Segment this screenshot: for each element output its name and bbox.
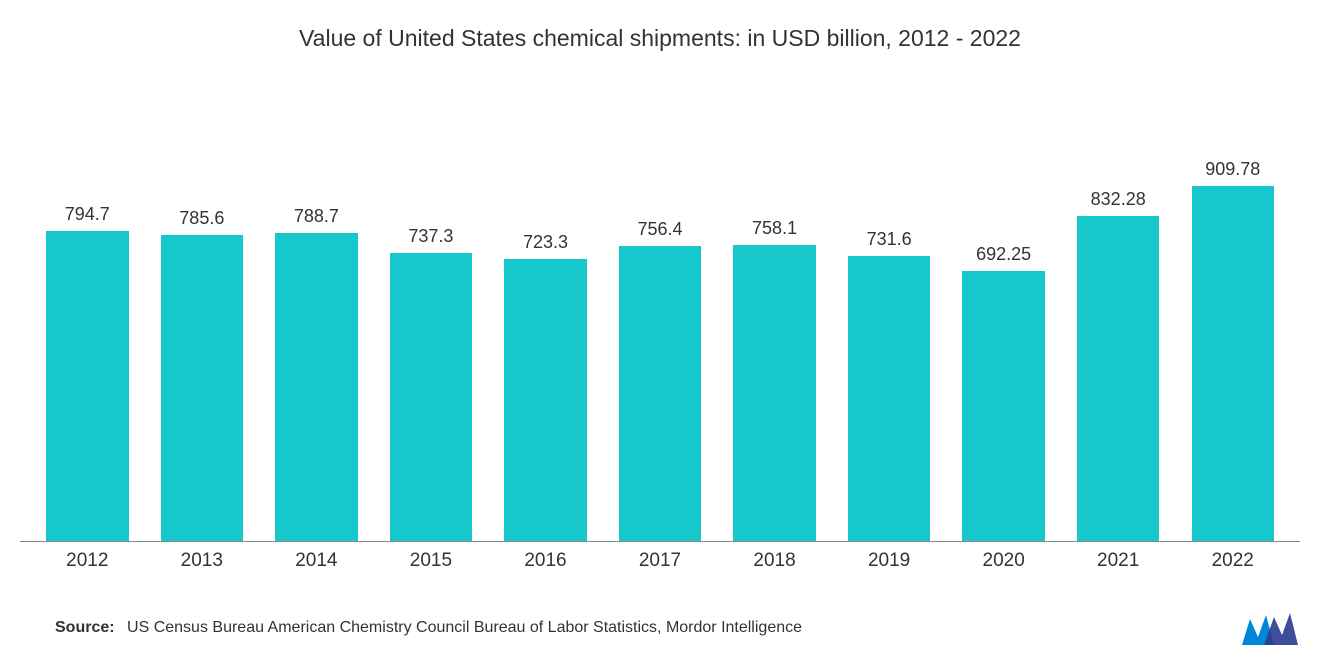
bar-value-label: 758.1 bbox=[752, 218, 797, 239]
source-attribution: Source: US Census Bureau American Chemis… bbox=[55, 619, 802, 637]
bar-column: 794.7 bbox=[30, 112, 145, 541]
bar-column: 758.1 bbox=[717, 112, 832, 541]
bar bbox=[733, 245, 815, 541]
bar-column: 692.25 bbox=[946, 112, 1061, 541]
x-axis-label: 2017 bbox=[603, 550, 718, 572]
bar-column: 788.7 bbox=[259, 112, 374, 541]
bar bbox=[962, 271, 1044, 541]
x-axis-label: 2021 bbox=[1061, 550, 1176, 572]
bar bbox=[1077, 216, 1159, 541]
bar bbox=[848, 256, 930, 541]
bar bbox=[46, 231, 128, 541]
bar-column: 737.3 bbox=[374, 112, 489, 541]
x-axis-label: 2019 bbox=[832, 550, 947, 572]
bar bbox=[390, 253, 472, 541]
bar-value-label: 737.3 bbox=[408, 226, 453, 247]
bar bbox=[275, 233, 357, 541]
bar bbox=[504, 259, 586, 541]
bar-value-label: 832.28 bbox=[1091, 189, 1146, 210]
bar-column: 723.3 bbox=[488, 112, 603, 541]
x-axis-label: 2020 bbox=[946, 550, 1061, 572]
bar-value-label: 909.78 bbox=[1205, 159, 1260, 180]
bars-area: 794.7 785.6 788.7 737.3 723.3 756.4 758.1 731.6… bbox=[20, 112, 1300, 542]
source-label: Source: bbox=[55, 619, 115, 636]
bar-column: 756.4 bbox=[603, 112, 718, 541]
bar-column: 731.6 bbox=[832, 112, 947, 541]
x-axis-label: 2016 bbox=[488, 550, 603, 572]
bar bbox=[1192, 186, 1274, 541]
x-axis-label: 2013 bbox=[145, 550, 260, 572]
bar-value-label: 731.6 bbox=[867, 229, 912, 250]
chart-container: Value of United States chemical shipment… bbox=[0, 0, 1320, 665]
bar bbox=[619, 246, 701, 541]
bar-value-label: 785.6 bbox=[179, 208, 224, 229]
bar-value-label: 723.3 bbox=[523, 232, 568, 253]
bar-column: 909.78 bbox=[1175, 112, 1290, 541]
x-axis-label: 2018 bbox=[717, 550, 832, 572]
x-axis-label: 2022 bbox=[1175, 550, 1290, 572]
x-axis-label: 2015 bbox=[374, 550, 489, 572]
bar-column: 785.6 bbox=[145, 112, 260, 541]
bar-value-label: 692.25 bbox=[976, 244, 1031, 265]
x-axis-label: 2012 bbox=[30, 550, 145, 572]
source-text: US Census Bureau American Chemistry Coun… bbox=[127, 619, 802, 636]
bar-value-label: 756.4 bbox=[637, 219, 682, 240]
x-axis-label: 2014 bbox=[259, 550, 374, 572]
bar-value-label: 794.7 bbox=[65, 204, 110, 225]
mordor-logo-icon bbox=[1240, 611, 1300, 647]
bar bbox=[161, 235, 243, 541]
x-axis-labels: 2012201320142015201620172018201920202021… bbox=[20, 542, 1300, 572]
bar-column: 832.28 bbox=[1061, 112, 1176, 541]
bar-value-label: 788.7 bbox=[294, 206, 339, 227]
chart-title: Value of United States chemical shipment… bbox=[20, 25, 1300, 52]
